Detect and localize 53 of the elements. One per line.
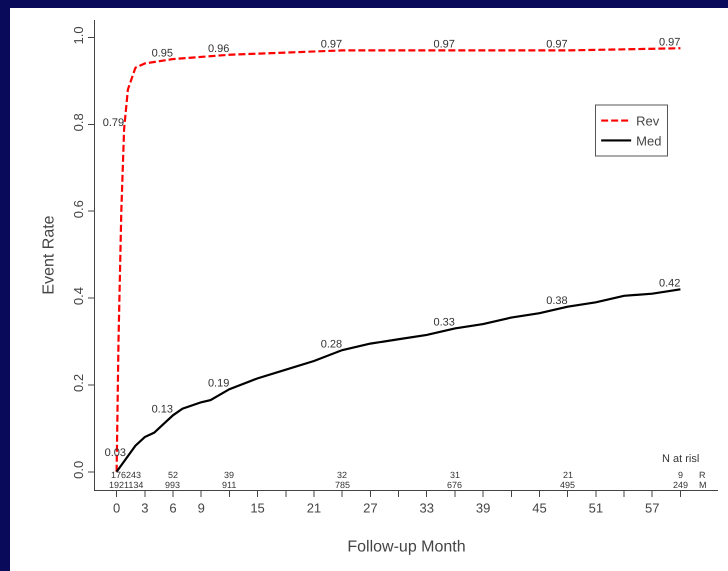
y-tick-label: 0.2 <box>70 374 86 392</box>
x-tick-label: 57 <box>644 500 660 516</box>
x-tick-label: 45 <box>532 500 547 516</box>
annotation: N at risl <box>662 453 700 465</box>
y-axis-title: Event Rate <box>40 215 58 295</box>
legend-label: Rev <box>636 114 660 129</box>
annotation: 911 <box>222 480 236 490</box>
x-axis-title: Follow-up Month <box>347 538 466 556</box>
y-tick-label: 0.0 <box>70 460 86 479</box>
data-label: 0.79 <box>102 116 124 129</box>
annotation: 495 <box>560 480 576 490</box>
annotation: 32 <box>337 470 348 480</box>
data-label: 0.97 <box>658 36 680 48</box>
x-tick-label: 51 <box>588 500 604 516</box>
data-label: 0.42 <box>658 278 680 290</box>
x-tick-label: 15 <box>250 500 265 516</box>
annotation: 176243 <box>111 470 142 480</box>
annotation: 249 <box>673 480 688 490</box>
data-label: 0.19 <box>208 377 230 390</box>
data-label: 0.97 <box>433 38 455 51</box>
x-tick-label: 27 <box>363 500 378 516</box>
y-tick-label: 0.6 <box>70 200 86 218</box>
annotation: R <box>699 470 706 480</box>
x-tick-label: 0 <box>112 500 120 516</box>
annotation: 52 <box>168 470 178 480</box>
x-tick-label: 21 <box>306 500 322 516</box>
data-label: 0.96 <box>208 43 230 55</box>
x-tick-label: 6 <box>169 500 177 516</box>
data-label: 0.33 <box>433 316 455 329</box>
data-label: 0.13 <box>152 404 173 416</box>
data-label: 0.97 <box>320 38 342 51</box>
x-tick-label: 3 <box>141 500 148 516</box>
y-tick-label: 0.8 <box>70 113 86 132</box>
annotation: 676 <box>447 480 462 490</box>
y-tick-label: 1.0 <box>70 26 86 44</box>
data-label: 0.38 <box>546 294 568 307</box>
annotation: 1921134 <box>109 480 144 490</box>
x-tick-label: 39 <box>476 500 490 516</box>
data-label: 0.95 <box>152 47 173 60</box>
x-tick-label: 9 <box>198 500 205 516</box>
x-tick-label: 33 <box>419 500 434 516</box>
annotation: 31 <box>450 470 460 480</box>
annotation: 9 <box>678 470 684 480</box>
data-label: 0.97 <box>546 38 568 51</box>
annotation: 785 <box>335 480 350 490</box>
legend-label: Med <box>636 134 662 149</box>
y-tick-label: 0.4 <box>70 287 86 306</box>
annotation: M <box>699 480 706 490</box>
data-label: 0.28 <box>320 338 342 350</box>
annotation: 21 <box>563 470 574 480</box>
data-label: 0.03 <box>104 446 126 459</box>
annotation: 993 <box>165 480 180 490</box>
annotation: 39 <box>224 470 234 480</box>
